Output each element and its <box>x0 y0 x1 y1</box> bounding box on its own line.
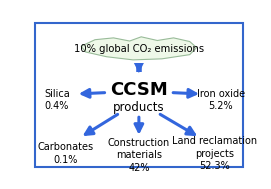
Text: products: products <box>113 101 165 114</box>
Text: 10% global CO₂ emissions: 10% global CO₂ emissions <box>74 44 204 54</box>
Text: Silica
0.4%: Silica 0.4% <box>44 89 70 111</box>
Text: Land reclamation
projects
52.3%: Land reclamation projects 52.3% <box>172 136 257 171</box>
PathPatch shape <box>81 37 197 60</box>
Text: CCSM: CCSM <box>110 81 168 99</box>
Text: Carbonates
0.1%: Carbonates 0.1% <box>37 143 93 165</box>
Text: Iron oxide
5.2%: Iron oxide 5.2% <box>197 89 245 111</box>
Text: Construction
materials
42%: Construction materials 42% <box>108 138 170 173</box>
